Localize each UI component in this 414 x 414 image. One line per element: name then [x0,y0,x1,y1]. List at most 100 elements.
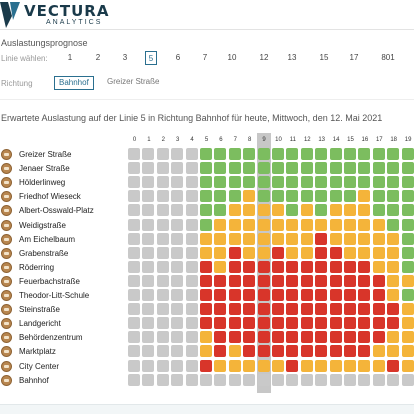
occupancy-cell[interactable] [228,204,241,217]
occupancy-cell[interactable] [156,204,169,217]
occupancy-cell[interactable] [300,162,313,175]
line-option-5[interactable]: 5 [145,51,157,65]
occupancy-cell[interactable] [185,260,198,273]
occupancy-cell[interactable] [214,359,227,372]
occupancy-cell[interactable] [286,232,299,245]
occupancy-cell[interactable] [257,190,270,203]
occupancy-cell[interactable] [358,303,371,316]
occupancy-cell[interactable] [142,359,155,372]
occupancy-cell[interactable] [214,218,227,231]
occupancy-cell[interactable] [185,303,198,316]
occupancy-cell[interactable] [387,190,400,203]
occupancy-cell[interactable] [142,232,155,245]
occupancy-cell[interactable] [401,359,414,372]
occupancy-cell[interactable] [185,373,198,386]
occupancy-cell[interactable] [185,317,198,330]
line-option-3[interactable]: 3 [122,53,128,62]
occupancy-cell[interactable] [358,317,371,330]
occupancy-cell[interactable] [156,218,169,231]
occupancy-cell[interactable] [286,289,299,301]
occupancy-cell[interactable] [300,289,313,301]
occupancy-cell[interactable] [387,204,400,217]
occupancy-cell[interactable] [200,176,212,189]
occupancy-cell[interactable] [214,246,227,259]
occupancy-cell[interactable] [257,359,270,372]
occupancy-cell[interactable] [243,345,256,358]
occupancy-cell[interactable] [286,176,299,189]
occupancy-cell[interactable] [214,317,227,330]
occupancy-cell[interactable] [387,303,400,316]
occupancy-cell[interactable] [185,218,198,231]
occupancy-cell[interactable] [300,260,313,273]
occupancy-cell[interactable] [401,176,414,189]
occupancy-cell[interactable] [214,331,227,344]
occupancy-cell[interactable] [156,176,169,189]
occupancy-cell[interactable] [401,331,414,344]
occupancy-cell[interactable] [200,289,212,301]
occupancy-cell[interactable] [286,190,299,203]
occupancy-cell[interactable] [228,148,241,160]
occupancy-cell[interactable] [214,148,227,160]
occupancy-cell[interactable] [272,260,284,273]
occupancy-cell[interactable] [344,218,356,231]
occupancy-cell[interactable] [185,331,198,344]
occupancy-cell[interactable] [286,246,299,259]
occupancy-cell[interactable] [257,246,270,259]
occupancy-cell[interactable] [344,331,356,344]
occupancy-cell[interactable] [185,190,198,203]
occupancy-cell[interactable] [142,303,155,316]
occupancy-cell[interactable] [171,204,184,217]
occupancy-cell[interactable] [344,204,356,217]
occupancy-cell[interactable] [128,218,140,231]
occupancy-cell[interactable] [171,246,184,259]
occupancy-cell[interactable] [315,289,328,301]
occupancy-cell[interactable] [272,274,284,287]
occupancy-cell[interactable] [200,303,212,316]
occupancy-cell[interactable] [156,148,169,160]
occupancy-cell[interactable] [401,218,414,231]
occupancy-cell[interactable] [286,260,299,273]
occupancy-cell[interactable] [358,260,371,273]
occupancy-cell[interactable] [185,246,198,259]
occupancy-cell[interactable] [200,232,212,245]
occupancy-cell[interactable] [243,359,256,372]
occupancy-cell[interactable] [315,148,328,160]
occupancy-cell[interactable] [228,260,241,273]
occupancy-cell[interactable] [128,359,140,372]
occupancy-cell[interactable] [156,190,169,203]
occupancy-cell[interactable] [200,345,212,358]
occupancy-cell[interactable] [358,232,371,245]
occupancy-cell[interactable] [185,359,198,372]
occupancy-cell[interactable] [200,190,212,203]
occupancy-cell[interactable] [387,373,400,386]
occupancy-cell[interactable] [243,289,256,301]
occupancy-cell[interactable] [257,303,270,316]
occupancy-cell[interactable] [243,162,256,175]
occupancy-cell[interactable] [286,373,299,386]
occupancy-cell[interactable] [315,303,328,316]
occupancy-cell[interactable] [142,148,155,160]
occupancy-cell[interactable] [329,190,342,203]
occupancy-cell[interactable] [156,162,169,175]
occupancy-cell[interactable] [272,190,284,203]
occupancy-cell[interactable] [329,373,342,386]
occupancy-cell[interactable] [329,148,342,160]
occupancy-cell[interactable] [156,246,169,259]
occupancy-cell[interactable] [358,274,371,287]
occupancy-cell[interactable] [300,232,313,245]
occupancy-cell[interactable] [272,303,284,316]
occupancy-cell[interactable] [387,317,400,330]
occupancy-cell[interactable] [142,176,155,189]
occupancy-cell[interactable] [358,289,371,301]
occupancy-cell[interactable] [171,148,184,160]
occupancy-cell[interactable] [200,148,212,160]
occupancy-cell[interactable] [156,359,169,372]
occupancy-cell[interactable] [300,359,313,372]
occupancy-cell[interactable] [329,274,342,287]
occupancy-cell[interactable] [315,260,328,273]
occupancy-cell[interactable] [272,162,284,175]
line-option-12[interactable]: 12 [259,53,269,62]
occupancy-cell[interactable] [344,317,356,330]
occupancy-cell[interactable] [387,148,400,160]
occupancy-cell[interactable] [286,218,299,231]
